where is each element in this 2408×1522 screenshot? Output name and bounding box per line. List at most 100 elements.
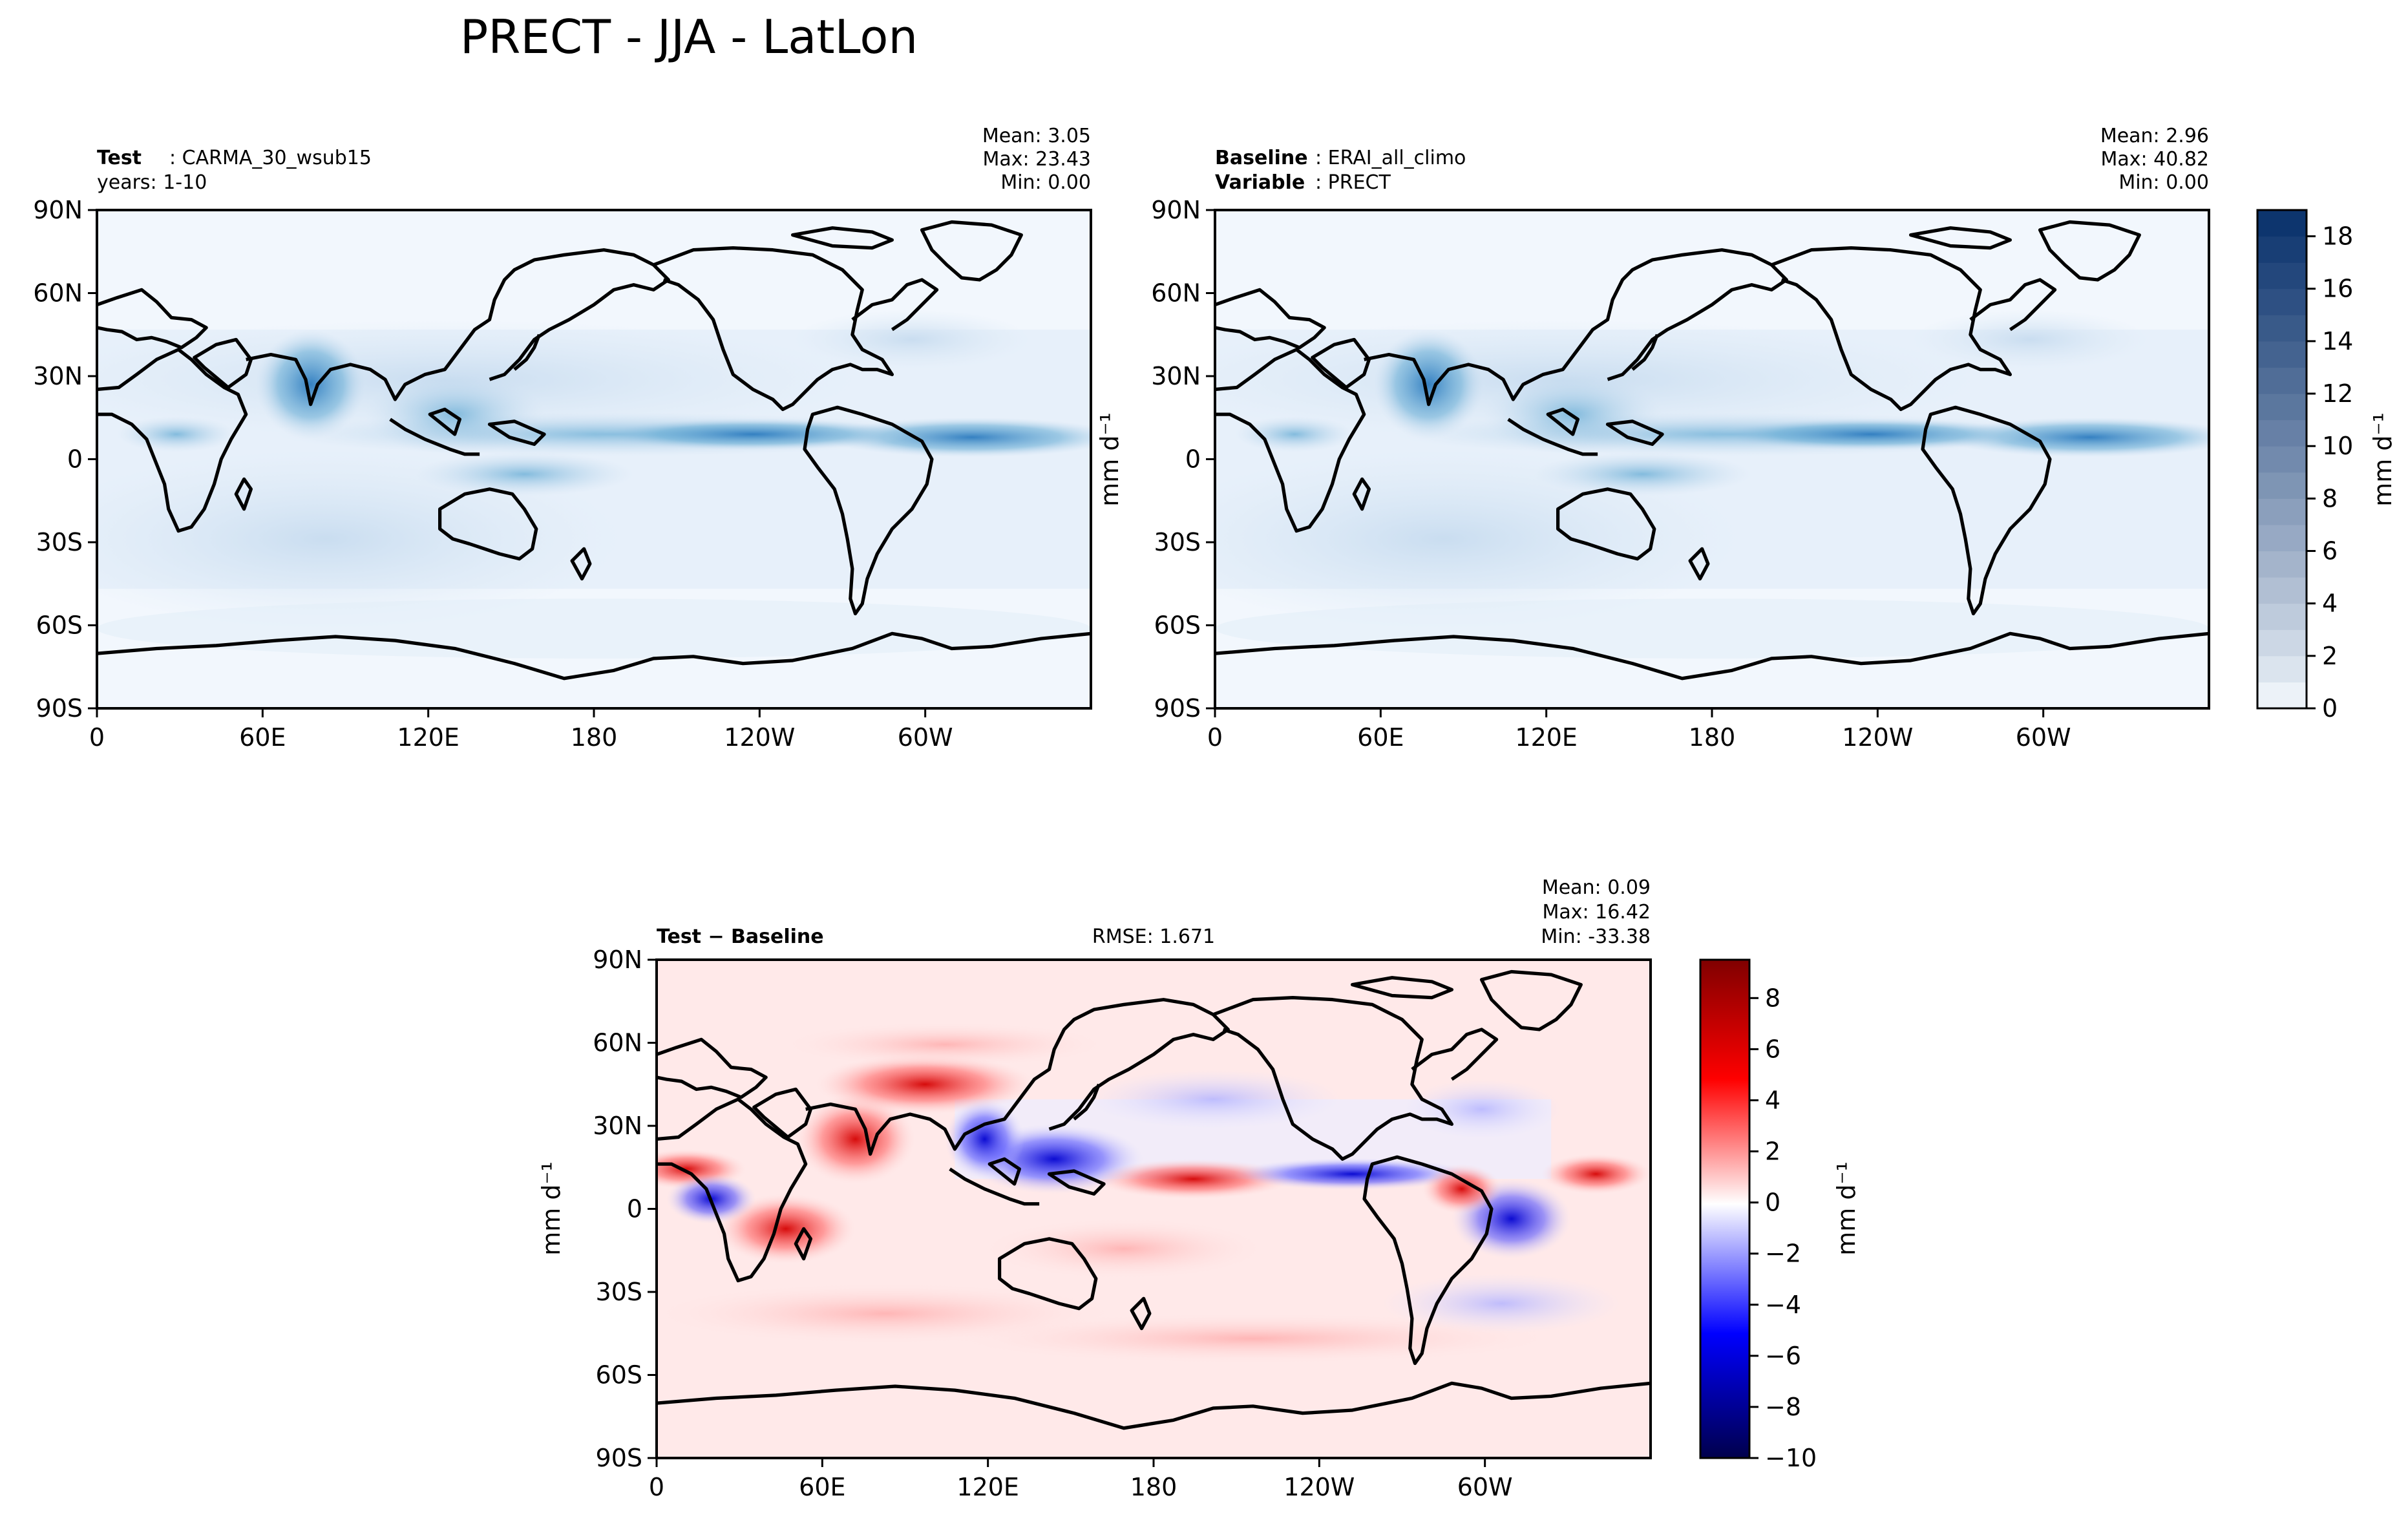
baseline-field-map — [1215, 210, 2209, 708]
baseline-label-key: Baseline — [1215, 147, 1308, 169]
difference-lat-tick-label: 30S — [596, 1278, 642, 1306]
difference-lat-tick-label: 90S — [596, 1444, 642, 1472]
colorbar-main: 0 2 4 6 8 10 12 14 16 18 mm d⁻¹ — [2256, 209, 2397, 723]
baseline-lon-tick-label: 60E — [1357, 723, 1404, 752]
colorbar-main-band — [2257, 498, 2307, 525]
difference-lon-tick-label: 60W — [1457, 1473, 1513, 1501]
colorbar-main-tick-label: 0 — [2322, 694, 2338, 723]
colorbar-main-band — [2257, 236, 2307, 263]
baseline-variable-key: Variable — [1215, 171, 1305, 194]
difference-ylabel: mm d⁻¹ — [537, 1161, 565, 1256]
colorbar-difference-tick-label: −2 — [1765, 1240, 1801, 1268]
difference-stat-max: Max: 16.42 — [1542, 901, 1651, 924]
baseline-lat-tick-label: 30N — [1151, 362, 1201, 390]
colorbar-main-band — [2257, 655, 2307, 682]
test-years: years: 1-10 — [97, 171, 207, 194]
baseline-lat-tick-label: 60N — [1151, 279, 1201, 308]
baseline-lon-tick-label: 180 — [1689, 723, 1736, 752]
test-lat-tick-label: 60S — [36, 611, 83, 640]
difference-lon-tick-label: 60E — [799, 1473, 845, 1501]
colorbar-main-band — [2257, 419, 2307, 447]
test-lon-tick-label: 180 — [571, 723, 618, 752]
colorbar-main-bands — [2257, 210, 2307, 709]
panel-difference: Test − Baseline RMSE: 1.671 Mean: 0.09 M… — [537, 876, 1652, 1501]
colorbar-main-band — [2257, 472, 2307, 499]
colorbar-difference-frame — [1699, 958, 1751, 1459]
colorbar-main-tick-label: 8 — [2322, 484, 2338, 513]
colorbar-difference-gradient — [1700, 960, 1749, 1458]
colorbar-main-label: mm d⁻¹ — [2369, 412, 2397, 507]
colorbar-difference-tick-label: 8 — [1765, 984, 1780, 1012]
baseline-lat-tick-label: 30S — [1154, 528, 1201, 556]
difference-label: Test − Baseline — [657, 925, 824, 948]
panel-baseline: Baseline : ERAI_all_climo Variable : PRE… — [1095, 125, 2210, 752]
colorbar-main-band — [2257, 524, 2307, 552]
colorbar-main-band — [2257, 367, 2307, 394]
colorbar-main-band — [2257, 629, 2307, 657]
baseline-variable-name: PRECT — [1328, 171, 1391, 194]
difference-lon-tick-label: 0 — [649, 1473, 664, 1501]
test-stat-min: Min: 0.00 — [1000, 171, 1091, 194]
baseline-ylabel: mm d⁻¹ — [1095, 412, 1124, 507]
colorbar-main-band — [2257, 288, 2307, 315]
panel-test: Test : CARMA_30_wsub15 years: 1-10 Mean:… — [33, 125, 1092, 752]
difference-lon-tick-label: 180 — [1130, 1473, 1178, 1501]
test-label-key: Test — [97, 147, 142, 169]
baseline-variable-value: : PRECT — [1315, 171, 1391, 194]
colorbar-difference-tick-label: 6 — [1765, 1035, 1780, 1063]
colorbar-main-band — [2257, 394, 2307, 421]
baseline-lat-tick-label: 90N — [1151, 196, 1201, 224]
colorbar-main-tick-label: 2 — [2322, 642, 2338, 670]
test-lat-tick-label: 90N — [33, 196, 83, 224]
test-lat-tick-label: 30N — [33, 362, 83, 390]
difference-rmse: RMSE: 1.671 — [1092, 925, 1215, 948]
colorbar-main-band — [2257, 603, 2307, 630]
test-stat-max: Max: 23.43 — [982, 148, 1091, 171]
colorbar-main-tick-label: 14 — [2322, 327, 2353, 355]
test-lon-tick-label: 120W — [724, 723, 795, 752]
colorbar-main-band — [2257, 551, 2307, 578]
colorbar-difference-tick-label: 2 — [1765, 1137, 1780, 1166]
colorbar-main-band — [2257, 682, 2307, 709]
baseline-stat-min: Min: 0.00 — [2118, 171, 2209, 194]
colorbar-main-band — [2257, 315, 2307, 342]
colorbar-difference-tick-label: −8 — [1765, 1393, 1801, 1421]
colorbar-main-tick-label: 18 — [2322, 222, 2353, 251]
difference-lon-tick-label: 120E — [956, 1473, 1019, 1501]
colorbar-main-frame — [2256, 209, 2308, 710]
colorbar-main-tick-label: 10 — [2322, 432, 2353, 460]
test-label-value: : CARMA_30_wsub15 — [169, 147, 372, 169]
test-field-map — [97, 210, 1091, 708]
figure-title: PRECT - JJA - LatLon — [460, 10, 918, 64]
baseline-lat-tick-label: 60S — [1154, 611, 1201, 640]
baseline-lon-tick-label: 60W — [2016, 723, 2071, 752]
difference-stat-mean: Mean: 0.09 — [1542, 876, 1651, 899]
baseline-lon-tick-label: 0 — [1207, 723, 1223, 752]
colorbar-difference-label: mm d⁻¹ — [1832, 1161, 1861, 1256]
baseline-stat-mean: Mean: 2.96 — [2100, 125, 2209, 147]
test-lon-tick-label: 120E — [397, 723, 459, 752]
difference-lat-tick-label: 60N — [593, 1029, 642, 1057]
colorbar-main-band — [2257, 262, 2307, 290]
colorbar-difference: −10 −8 −6 −4 −2 0 2 4 6 8 mm d⁻¹ — [1699, 958, 1861, 1472]
test-lon-tick-label: 60W — [898, 723, 953, 752]
difference-lat-tick-label: 30N — [593, 1112, 642, 1140]
difference-lat-tick-label: 60S — [596, 1361, 642, 1390]
difference-stat-min: Min: -33.38 — [1541, 925, 1651, 948]
test-lat-tick-label: 60N — [33, 279, 83, 308]
difference-lat-tick-label: 90N — [593, 946, 642, 974]
colorbar-main-tick-label: 16 — [2322, 275, 2353, 303]
colorbar-main-ticks: 0 2 4 6 8 10 12 14 16 18 — [2307, 222, 2353, 723]
baseline-lat-tick-label: 90S — [1154, 694, 1201, 723]
colorbar-difference-tick-label: 0 — [1765, 1189, 1780, 1217]
test-lon-tick-label: 60E — [239, 723, 286, 752]
difference-lon-tick-label: 120W — [1283, 1473, 1355, 1501]
colorbar-main-tick-label: 12 — [2322, 379, 2353, 408]
colorbar-main-tick-label: 6 — [2322, 537, 2338, 565]
colorbar-difference-ticks: −10 −8 −6 −4 −2 0 2 4 6 8 — [1749, 984, 1817, 1472]
colorbar-difference-tick-label: −4 — [1765, 1291, 1801, 1319]
